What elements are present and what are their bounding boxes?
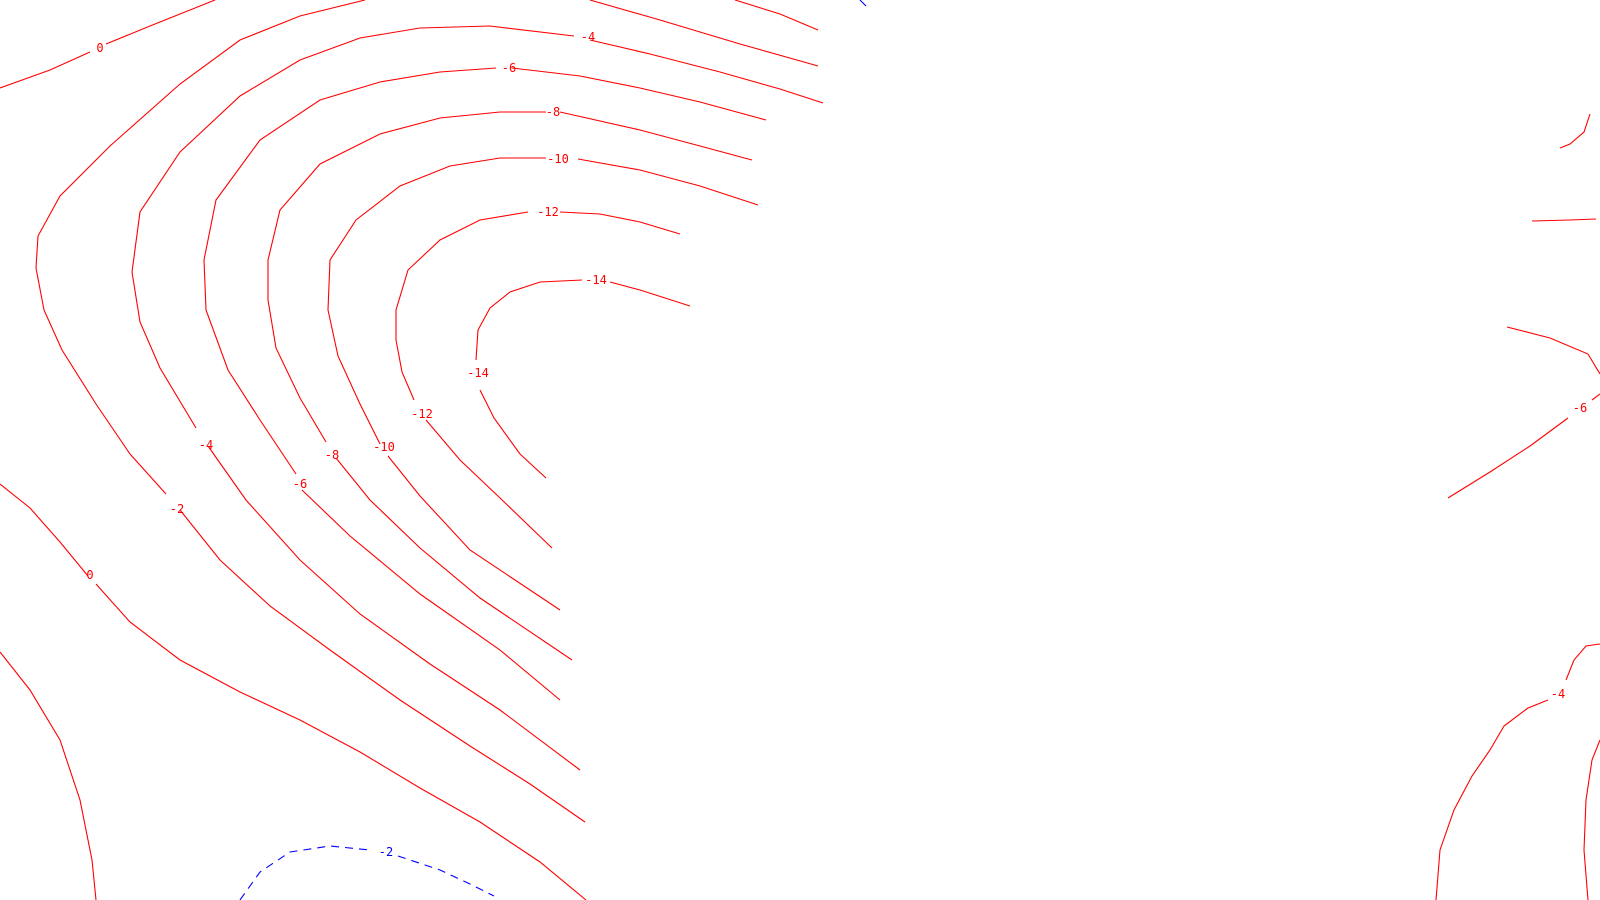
contour-line-top-partial-a	[589, 0, 819, 67]
contour-label: -4	[1551, 687, 1565, 701]
contour-label: -2	[170, 502, 184, 516]
contour-label: -6	[1573, 401, 1587, 415]
contour-label: -4	[199, 438, 213, 452]
contour-line-right-2	[1531, 218, 1597, 222]
contour-label: -8	[546, 105, 560, 119]
contour-line-right-3	[1506, 326, 1600, 375]
contour-label: -4	[581, 30, 595, 44]
contour-line-right-edge	[1583, 739, 1600, 900]
contour-label: 0	[96, 41, 103, 55]
contour-line-neg10	[327, 157, 759, 611]
contour-line-neg2-dashed	[239, 845, 495, 900]
contour-label: -6	[502, 61, 516, 75]
contour-line-blue-top	[859, 0, 867, 7]
contour-line-right-neg6	[1447, 393, 1600, 499]
contour-line-top-partial-b	[734, 0, 819, 31]
contour-label: -10	[547, 152, 569, 166]
contour-label: -10	[373, 440, 395, 454]
contour-line-neg6	[203, 67, 767, 701]
contour-label: -14	[585, 273, 607, 287]
contour-line-left-edge	[0, 651, 97, 900]
contour-label: -12	[537, 205, 559, 219]
contour-label: 0	[86, 568, 93, 582]
contour-line-0-bottom	[0, 483, 587, 900]
contour-line-neg14	[475, 279, 691, 479]
contour-line-neg4	[131, 25, 824, 771]
contour-line-neg12	[395, 211, 681, 549]
contour-label: -14	[467, 366, 489, 380]
contour-label: -6	[293, 477, 307, 491]
contour-line-right-neg4	[1435, 643, 1600, 900]
contour-line-right-1	[1559, 113, 1591, 149]
contour-label: -2	[379, 845, 393, 859]
contour-line-neg2	[35, 0, 586, 823]
contour-line-neg8	[267, 111, 753, 661]
contour-labels: 0 -4 -6 -8 -10 -12 -14 -14 -12 -4 -10 -8…	[86, 30, 1587, 859]
contour-label: -12	[411, 407, 433, 421]
contour-label: -8	[325, 448, 339, 462]
contour-line-0-top	[0, 0, 216, 89]
